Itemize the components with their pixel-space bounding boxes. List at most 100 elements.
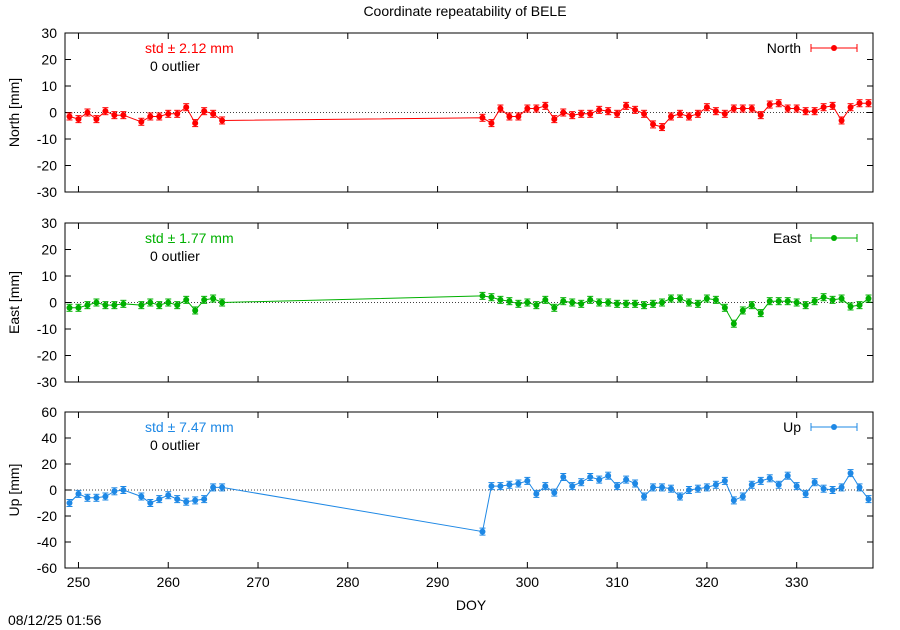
marker <box>757 112 764 119</box>
marker <box>757 477 764 484</box>
data-point <box>623 299 630 308</box>
data-point <box>66 303 73 312</box>
marker <box>676 110 683 117</box>
data-point <box>685 298 692 307</box>
data-point <box>757 111 764 120</box>
data-point <box>766 297 773 306</box>
marker <box>111 488 118 495</box>
data-point <box>515 299 522 308</box>
marker <box>102 493 109 500</box>
data-point <box>479 527 486 536</box>
data-point <box>138 117 145 126</box>
marker <box>829 487 836 493</box>
marker <box>856 100 863 107</box>
marker <box>587 296 594 303</box>
marker <box>578 110 585 117</box>
marker <box>676 493 683 500</box>
y-tick-label: 40 <box>41 430 57 446</box>
marker <box>730 497 737 504</box>
std-label: std ± 7.47 mm <box>145 419 234 435</box>
y-axis-label: Up [mm] <box>6 464 22 517</box>
marker <box>703 484 710 491</box>
y-tick-label: 20 <box>41 52 57 68</box>
data-point <box>712 107 719 116</box>
data-point <box>659 298 666 307</box>
data-point <box>676 294 683 303</box>
marker <box>668 485 674 492</box>
marker <box>650 484 657 491</box>
data-point <box>201 295 208 304</box>
data-point <box>84 301 91 310</box>
data-point <box>730 104 737 113</box>
data-point <box>219 116 226 125</box>
data-point <box>739 104 746 113</box>
data-point <box>748 104 755 113</box>
data-point <box>93 115 100 124</box>
marker <box>479 528 486 535</box>
marker <box>75 304 82 311</box>
data-point <box>93 493 100 502</box>
marker <box>703 295 710 302</box>
data-point <box>829 101 836 110</box>
data-point <box>856 99 863 108</box>
marker <box>524 477 531 484</box>
data-point <box>596 475 603 484</box>
marker <box>847 303 854 310</box>
data-point <box>147 499 154 507</box>
marker <box>515 480 522 487</box>
marker <box>856 484 863 491</box>
marker <box>775 298 782 305</box>
marker <box>659 124 666 131</box>
outlier-label: 0 outlier <box>150 437 200 453</box>
marker <box>650 121 657 128</box>
data-point <box>497 104 504 113</box>
marker <box>668 113 674 120</box>
data-point <box>156 495 163 504</box>
marker <box>596 476 603 483</box>
marker <box>847 470 854 477</box>
marker <box>174 302 181 309</box>
data-point <box>712 295 719 304</box>
marker <box>721 110 728 117</box>
data-point <box>111 111 118 120</box>
data-point <box>551 303 558 312</box>
y-tick-label: 0 <box>49 482 57 498</box>
data-point <box>120 299 127 308</box>
marker <box>542 102 549 109</box>
data-point <box>650 299 657 308</box>
marker <box>138 302 145 309</box>
marker <box>712 296 719 303</box>
y-tick-label: -40 <box>37 534 57 550</box>
marker <box>632 480 639 487</box>
data-point <box>560 108 567 117</box>
data-point <box>102 301 109 310</box>
data-point <box>174 495 181 504</box>
marker <box>829 296 836 303</box>
marker <box>632 300 639 307</box>
data-point <box>632 479 639 488</box>
y-tick-label: 30 <box>41 25 57 41</box>
y-tick-label: 10 <box>41 78 57 94</box>
data-point <box>811 478 818 487</box>
series-line-up <box>69 472 869 533</box>
marker <box>757 310 764 317</box>
data-point <box>694 299 701 308</box>
x-tick-label: 290 <box>426 574 450 590</box>
y-tick-label: 20 <box>41 242 57 258</box>
marker <box>533 105 540 112</box>
legend-label: North <box>767 40 801 56</box>
marker <box>183 104 190 111</box>
data-point <box>721 476 728 485</box>
data-point <box>533 301 540 310</box>
data-point <box>183 497 190 506</box>
marker <box>694 300 701 307</box>
data-point <box>542 482 549 491</box>
data-point <box>201 107 208 116</box>
marker <box>174 496 181 503</box>
y-tick-label: 0 <box>49 295 57 311</box>
data-point <box>102 492 109 501</box>
data-point <box>641 301 648 310</box>
marker <box>201 108 208 115</box>
marker <box>138 493 145 500</box>
legend-marker <box>831 424 837 430</box>
